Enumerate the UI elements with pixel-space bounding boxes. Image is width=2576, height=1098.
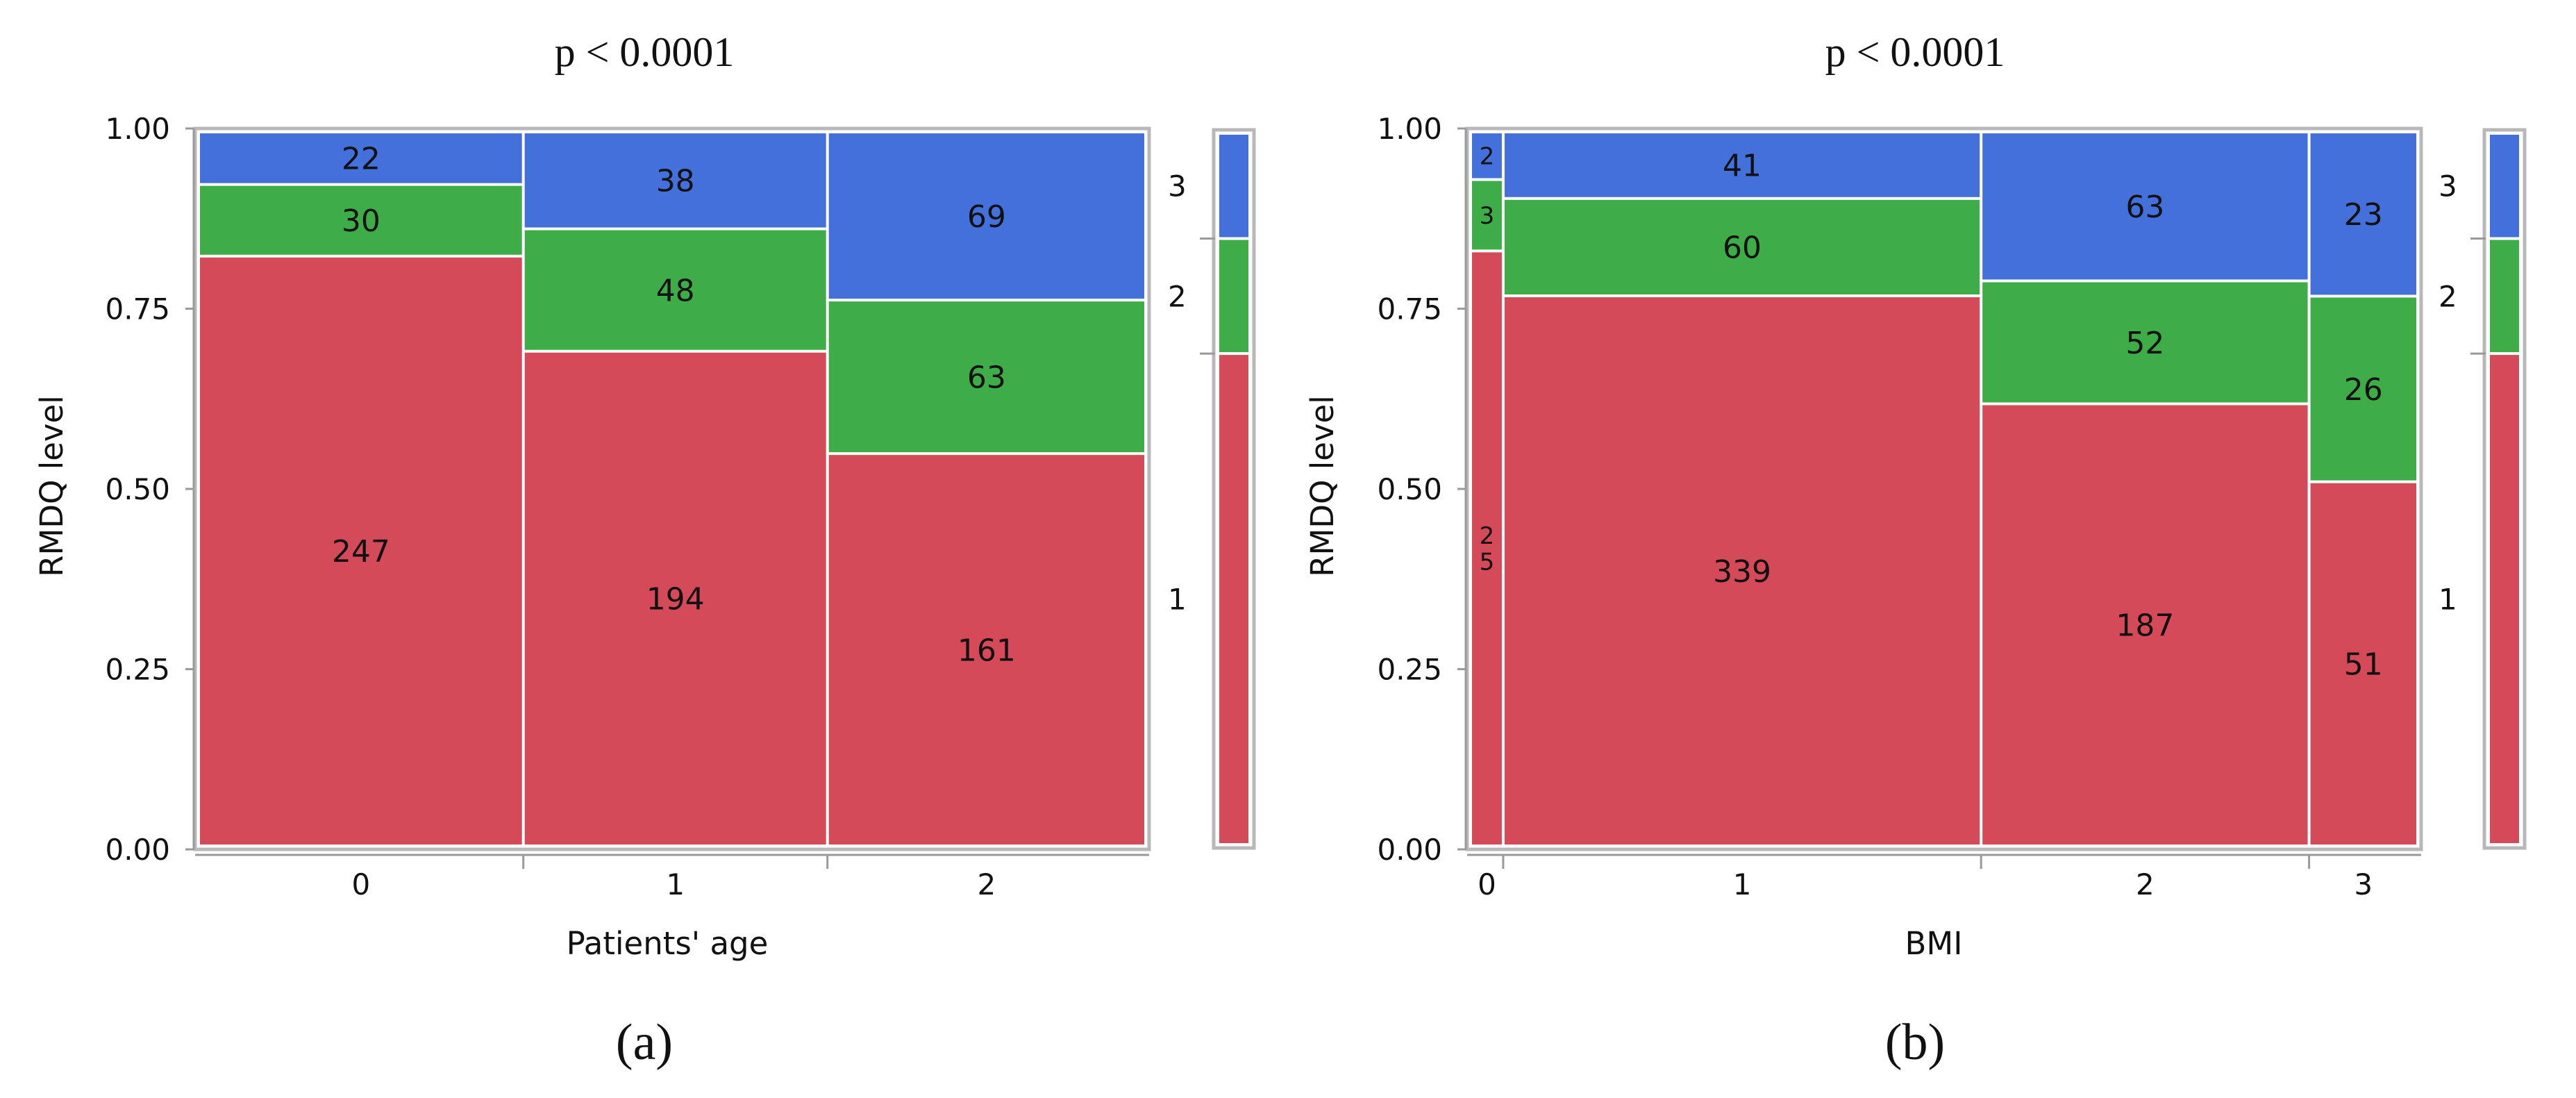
panel-b-tile-cat1-level3 (1504, 133, 1980, 197)
panel-a-legend-swatch-level3 (1219, 135, 1248, 238)
panel-b-y-tick-label: 0.00 (1377, 833, 1442, 867)
panel-b: p < 0.0001 RMDQ level BMI (b) 0.000.250.… (1304, 29, 2527, 1071)
panel-a-y-tick-label: 0.75 (105, 292, 170, 326)
panel-a-tile-cat0-level3 (200, 133, 522, 183)
panel-a-cell-label: 161 (957, 633, 1016, 668)
panel-a-legend-label: 2 (1168, 279, 1187, 313)
panel-a-tile-cat1-level2 (524, 230, 826, 350)
panel-b-legend-label: 2 (2439, 279, 2457, 313)
panel-a-tile-cat2-level3 (828, 133, 1144, 299)
panel-a-x-tick-label: 2 (977, 867, 996, 901)
panel-b-cell-label: 41 (1723, 149, 1762, 184)
panel-b-tile-cat1-level1 (1504, 297, 1980, 845)
panel-b-cell-label: 63 (2125, 190, 2164, 225)
panel-b-legend-swatch-level1 (2490, 355, 2519, 843)
panel-b-y-axis-label: RMDQ level (1304, 395, 1341, 576)
panel-a-legend-swatch-level2 (1219, 240, 1248, 353)
panel-b-y-tick-label: 0.25 (1377, 653, 1442, 687)
panel-a-legend-label: 1 (1168, 583, 1187, 617)
panel-b-cell-label: 51 (2344, 647, 2383, 683)
panel-a-cell-label: 194 (646, 582, 705, 617)
panel-a-cell-label: 22 (342, 142, 380, 177)
panel-a-cell-label: 63 (967, 360, 1006, 395)
panel-b-legend-swatch-level3 (2490, 135, 2519, 238)
panel-b-x-axis-label: BMI (1905, 925, 1963, 962)
panel-a-cell-label: 30 (342, 203, 380, 239)
panel-a-cell-label: 48 (656, 273, 695, 308)
panel-b-legend-label: 1 (2439, 583, 2457, 617)
panel-b-x-tick-label: 2 (2136, 867, 2155, 901)
panel-a-legend-swatch-level1 (1219, 355, 1248, 843)
panel-a-tile-cat0-level2 (200, 185, 522, 255)
panel-a-x-axis-label: Patients' age (567, 925, 769, 962)
panel-a-x-tick-label: 0 (351, 867, 370, 901)
panel-a-plot: 0.00 0.25 0.50 0.75 1.00 0 247 30 22 1 194 48 38 2 161… (105, 112, 1256, 901)
panel-a-y-tick-label: 0.50 (105, 472, 170, 506)
panel-a-tile-cat0-level1 (200, 257, 522, 845)
panel-a-tile-cat2-level2 (828, 301, 1144, 453)
panel-b-tile-cat0-level2 (1472, 181, 1502, 250)
panel-b-cell-label: 23 (2344, 197, 2383, 233)
panel-a-cell-label: 38 (656, 164, 695, 199)
panel-b-y-tick-label: 0.50 (1377, 472, 1442, 506)
panel-b-cell-label: 3 (1480, 202, 1495, 230)
panel-b-legend-label: 3 (2439, 169, 2457, 203)
panel-b-cell-label: 187 (2116, 608, 2174, 644)
panel-b-cell-label: 60 (1723, 231, 1762, 266)
panel-a-y-tick-label: 1.00 (105, 112, 170, 146)
panel-b-tile-cat2-level1 (1982, 405, 2308, 845)
panel-b-legend-swatch-level2 (2490, 240, 2519, 353)
panel-a: p < 0.0001 RMDQ level Patients' age (a) … (33, 29, 1256, 1071)
panel-a-x-tick-label: 1 (666, 867, 685, 901)
panel-a-legend-label: 3 (1168, 169, 1187, 203)
panel-b-y-tick-label: 0.75 (1377, 292, 1442, 326)
panel-b-tile-cat3-level3 (2310, 133, 2416, 295)
panel-b-y-tick-label: 1.00 (1377, 112, 1442, 146)
panel-a-label: (a) (616, 1014, 673, 1071)
panel-b-x-tick-label: 3 (2354, 867, 2373, 901)
panel-a-cell-label: 69 (967, 199, 1006, 235)
panel-b-cell-label: 339 (1713, 554, 1771, 590)
panel-b-tile-cat3-level2 (2310, 297, 2416, 481)
panel-b-tile-cat2-level3 (1982, 133, 2308, 280)
panel-a-y-tick-label: 0.25 (105, 653, 170, 687)
panel-b-plot: 0.00 0.25 0.50 0.75 1.00 0 2 5 3 2 1 339 60 41 2 187 52 6… (1377, 112, 2527, 901)
panel-b-label: (b) (1885, 1014, 1945, 1071)
panel-b-x-tick-label: 0 (1478, 867, 1496, 901)
panel-a-y-tick-label: 0.00 (105, 833, 170, 867)
panel-b-cell-label: 52 (2125, 326, 2164, 361)
panel-b-tile-cat1-level2 (1504, 199, 1980, 294)
panel-a-title: p < 0.0001 (555, 29, 735, 75)
panel-b-tile-cat2-level2 (1982, 282, 2308, 403)
panel-b-x-tick-label: 1 (1733, 867, 1752, 901)
panel-a-tile-cat1-level1 (524, 352, 826, 845)
panel-a-y-axis-label: RMDQ level (33, 395, 70, 576)
panel-b-tile-cat3-level1 (2310, 483, 2416, 845)
panel-b-tile-cat0-level3 (1472, 133, 1502, 178)
panel-b-tile-cat0-level1 (1472, 252, 1502, 845)
panel-a-cell-label: 247 (332, 534, 390, 569)
panel-b-title: p < 0.0001 (1825, 29, 2005, 75)
panel-b-cell-label: 26 (2344, 372, 2383, 408)
panel-a-tile-cat2-level1 (828, 455, 1144, 845)
panel-a-tile-cat1-level3 (524, 133, 826, 228)
panel-b-cell-label: 2 (1480, 143, 1495, 171)
